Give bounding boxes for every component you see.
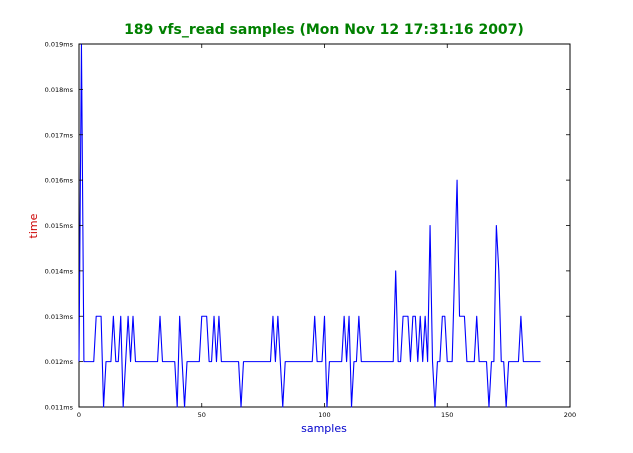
x-axis: 0 50 100 150 200 <box>77 44 576 419</box>
x-tick-label: 50 <box>198 411 206 419</box>
y-tick-label: 0.017ms <box>45 131 74 139</box>
y-tick-label: 0.016ms <box>45 177 74 185</box>
y-tick-label: 0.019ms <box>45 41 74 49</box>
x-axis-label: samples <box>301 422 347 435</box>
y-axis-label: time <box>27 213 40 238</box>
y-axis: 0.011ms 0.012ms 0.013ms 0.014ms 0.015ms 0.016… <box>45 41 570 412</box>
y-tick-label: 0.014ms <box>45 267 74 275</box>
y-tick-label: 0.018ms <box>45 86 74 94</box>
series-line <box>78 43 541 408</box>
x-tick-label: 100 <box>318 411 330 419</box>
x-tick-label: 150 <box>441 411 453 419</box>
plot-area <box>78 43 571 408</box>
y-tick-label: 0.015ms <box>45 222 74 230</box>
y-tick-label: 0.011ms <box>45 404 74 412</box>
x-tick-label: 0 <box>77 411 81 419</box>
y-tick-label: 0.013ms <box>45 313 74 321</box>
plot-frame <box>78 43 571 408</box>
chart-title: 189 vfs_read samples (Mon Nov 12 17:31:1… <box>124 22 524 38</box>
y-tick-label: 0.012ms <box>45 358 74 366</box>
x-tick-label: 200 <box>564 411 576 419</box>
